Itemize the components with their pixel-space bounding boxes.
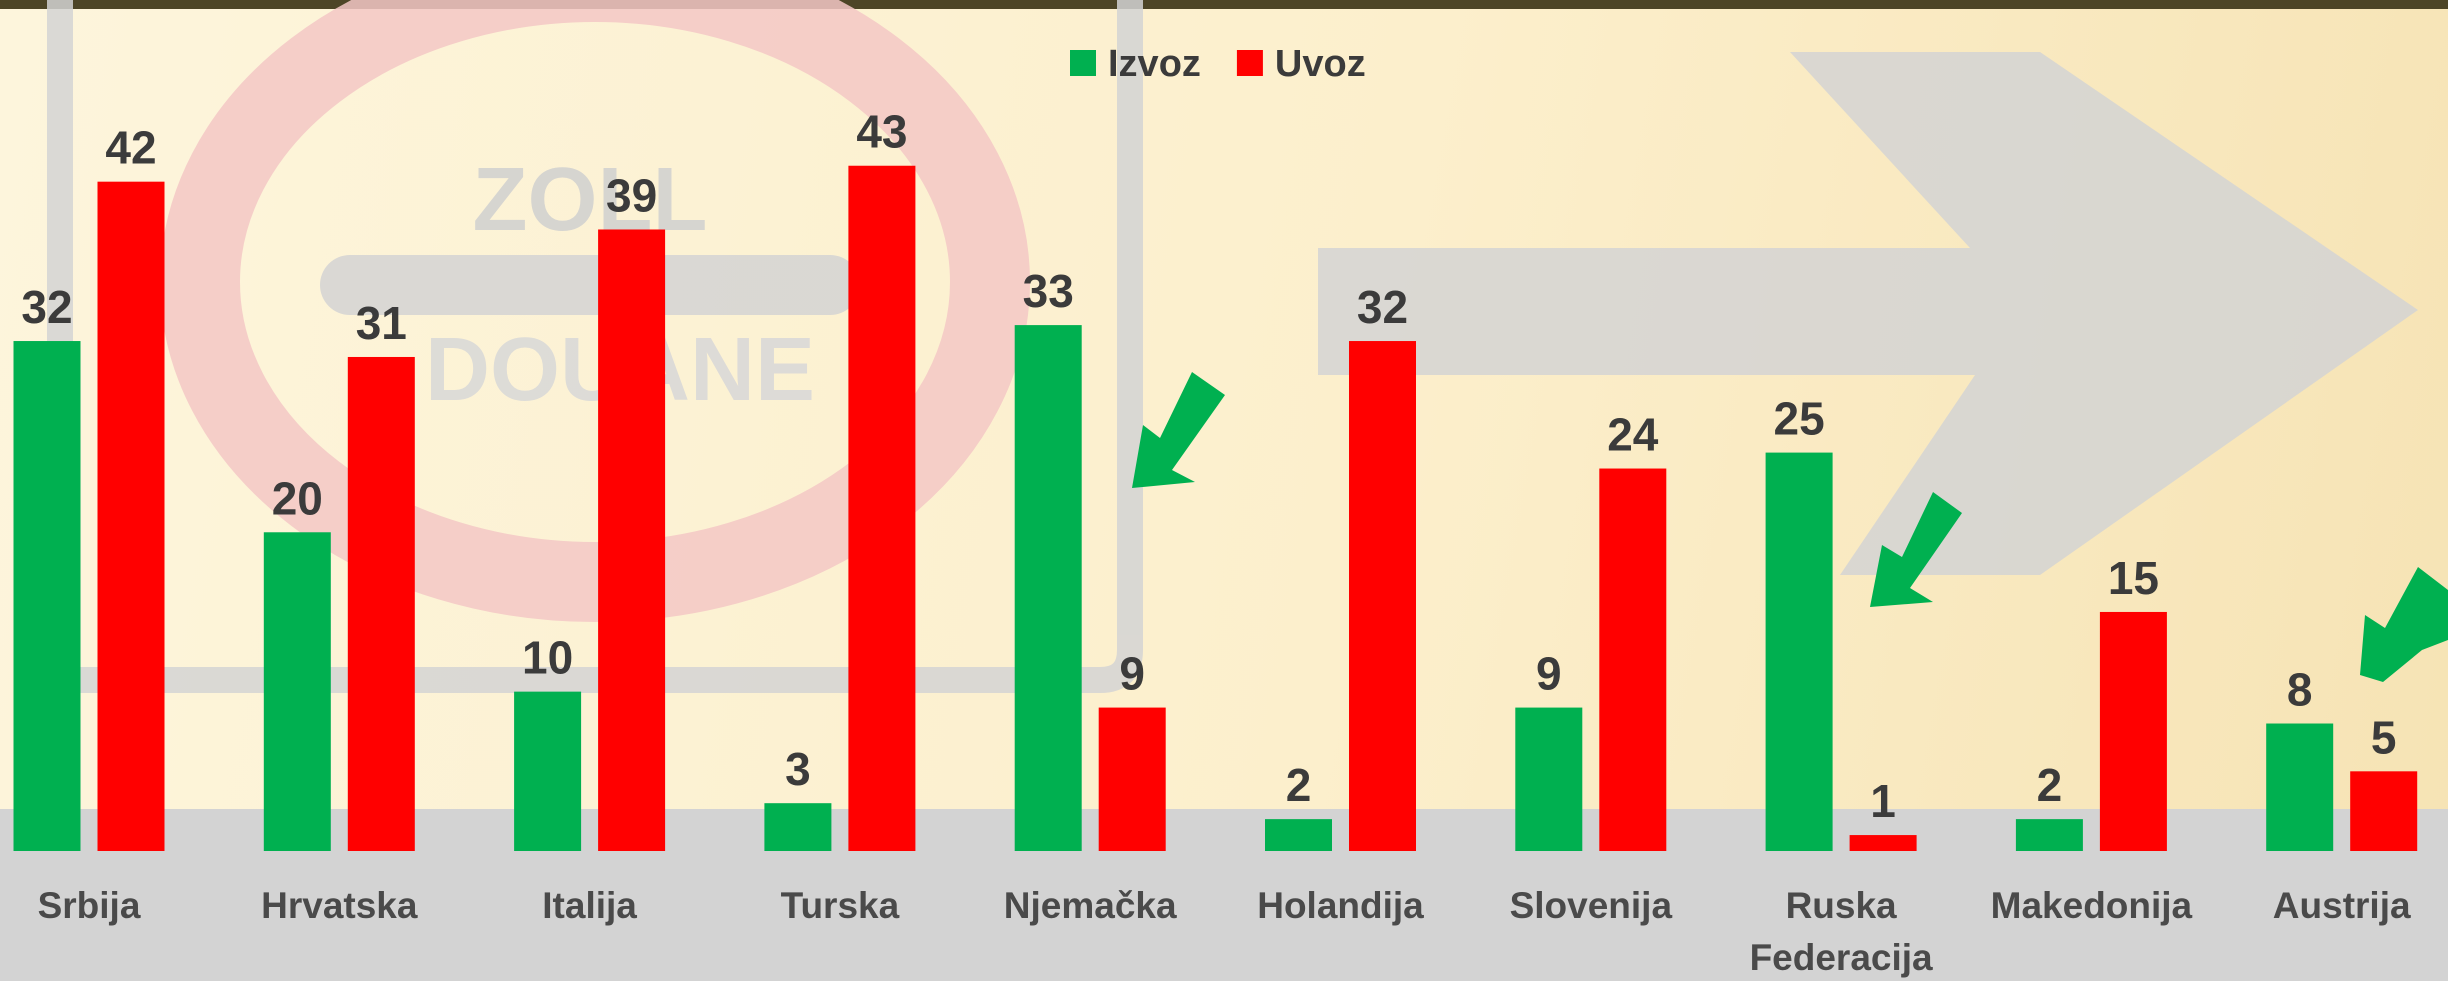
data-label: 31 [356,297,407,349]
bar [1265,819,1332,851]
data-label: 2 [1286,759,1312,811]
x-tick-label: Srbija [37,885,141,926]
svg-text:ZOLL: ZOLL [473,150,708,250]
x-tick-label: Italija [542,885,637,926]
data-label: 42 [105,122,156,174]
data-label: 25 [1774,393,1825,445]
x-tick-label: Turska [780,885,900,926]
bar [1098,707,1166,851]
bar [1349,341,1416,851]
data-label: 5 [2371,711,2397,763]
arrows [1132,372,2448,682]
data-label: 43 [856,106,907,158]
x-tick-label: Slovenija [1509,885,1673,926]
bar [764,803,832,851]
bar [97,181,165,851]
legend-swatch [1236,50,1263,76]
bar [1515,707,1583,851]
data-label: 3 [785,743,811,795]
bar [347,356,415,851]
bar [1849,835,1917,851]
legend-swatch [1070,50,1096,76]
data-label: 9 [1536,648,1562,700]
data-label: 1 [1870,775,1896,827]
bar [2099,611,2167,851]
data-label: 20 [272,472,323,524]
bar [2350,771,2418,851]
data-label: 2 [2037,759,2063,811]
background-art: ZOLL DOUANE [47,0,2418,693]
bar [1599,468,1667,851]
x-tick-label: Ruska Federacija [1749,885,1933,978]
top-border [0,0,2448,9]
data-label: 24 [1607,409,1659,461]
x-tick-label: Makedonija [1990,885,2193,926]
bar [598,229,666,851]
data-label: 8 [2287,664,2313,716]
bar [1765,452,1833,851]
x-tick-label: Austrija [2272,885,2411,926]
bar [13,341,81,851]
data-label: 10 [522,632,573,684]
bar [263,532,331,851]
data-label: 32 [21,281,72,333]
data-label: 15 [2108,552,2159,604]
data-label: 39 [606,169,657,221]
bar [2266,723,2334,851]
data-label: 9 [1119,648,1145,700]
legend-label: Izvoz [1108,43,1201,85]
data-label: 32 [1357,281,1408,333]
bar [1014,325,1082,851]
bar [514,691,582,851]
legend-label: Uvoz [1275,43,1366,85]
x-tick-label: Hrvatska [261,885,418,926]
x-tick-label: Njemačka [1003,885,1177,926]
x-tick-label: Holandija [1257,885,1424,926]
bar [2015,819,2083,851]
data-label: 33 [1023,265,1074,317]
bar [848,165,916,852]
